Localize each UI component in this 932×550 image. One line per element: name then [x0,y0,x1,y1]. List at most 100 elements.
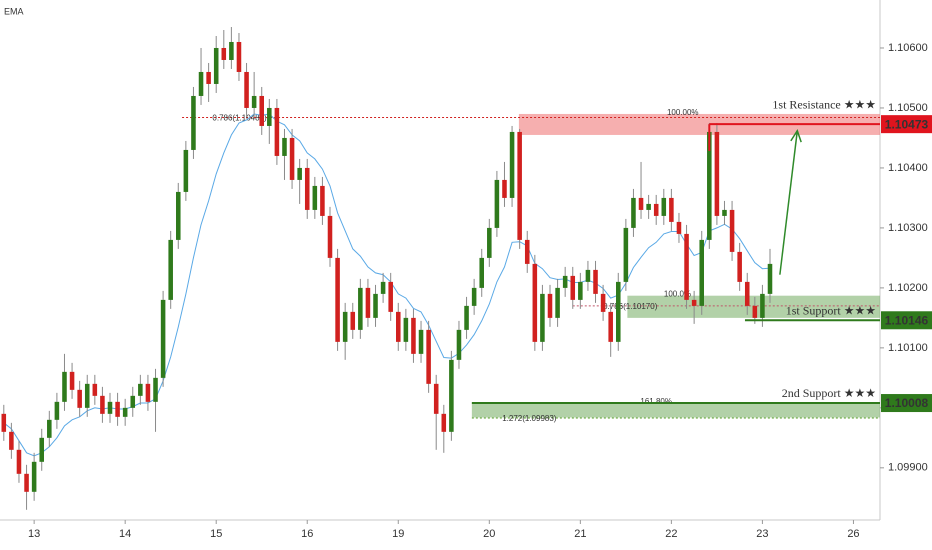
candle-body [183,149,189,192]
candle-body [752,305,758,318]
candle-body [365,287,371,318]
candle-body [100,395,105,414]
y-tick-label: 1.10600 [888,42,928,54]
candle-body [494,179,500,228]
candle-body [267,107,272,126]
candle-body [714,131,720,216]
candle-body [433,383,439,414]
x-tick-label: 22 [665,528,677,540]
candle-body [320,185,325,216]
y-tick-label: 1.10500 [888,102,928,114]
candle-body [122,407,128,417]
zone [518,113,880,135]
zone-label: 1st Support ★★★ [786,304,876,318]
candle-body [168,239,173,300]
zone [471,402,880,418]
candle-body [471,287,477,306]
candle-body [707,131,712,240]
candle-body [244,71,249,108]
candle-body [84,383,90,408]
candle-body [221,47,227,60]
candle-body [380,281,386,294]
candle-body [388,281,393,312]
x-tick-label: 13 [28,528,40,540]
candle-body [130,395,136,408]
candle-body [737,251,742,282]
candle-body [403,317,409,342]
candle-body [297,167,302,180]
candle-body [191,95,196,150]
candle-body [540,293,545,342]
x-tick-label: 20 [483,528,495,540]
candle-body [160,299,166,378]
price-tag-label: 1.10008 [885,396,929,410]
fib-label: 0.786(1.10170) [603,302,658,311]
candle-body [9,431,14,450]
candle-body [646,203,651,210]
candle-body [562,275,568,288]
candle-body [616,281,621,342]
candle-body [600,293,606,312]
candle-body [274,107,280,156]
candle-body [547,293,553,318]
candle-body [661,197,667,216]
candle-body [145,383,151,402]
price-tag [881,394,932,413]
candle-body [699,239,704,306]
candle-body [464,305,469,330]
candle-body [153,377,158,402]
arrow-head [790,129,802,143]
candle-body [760,293,765,318]
candle-body [729,209,735,252]
price-tag [881,115,932,134]
candle-body [24,473,29,492]
candle-body [669,197,674,222]
candle-body [684,233,689,300]
price-tag [881,311,932,330]
candle-body [39,437,44,462]
candle-body [456,329,462,360]
candle-body [479,257,484,288]
candle-body [327,215,333,258]
candle-body [524,239,530,264]
candle-body [213,47,219,84]
candle-body [532,263,538,342]
candle-body [229,41,234,60]
candle-body [722,209,727,216]
candle-body [585,269,591,282]
candle-body [198,71,204,96]
candle-body [631,197,636,228]
candle-body [767,263,773,294]
candle-body [92,383,98,396]
candle-body [304,167,310,210]
x-tick-label: 26 [847,528,859,540]
candle-body [115,401,120,417]
candle-body [259,95,264,126]
candle-body [691,299,697,306]
candle-body [653,203,659,216]
candle-body [396,311,401,342]
candle-body [418,329,424,354]
x-tick-label: 16 [301,528,313,540]
zone-label: 2nd Support ★★★ [782,386,876,400]
candle-body [517,131,522,240]
price-tag-label: 1.10146 [885,313,929,327]
candle-body [555,287,560,318]
x-tick-label: 14 [119,528,131,540]
y-tick-label: 1.09900 [888,462,928,474]
candle-body [289,137,295,180]
candle-body [623,227,629,282]
indicator-label: EMA [4,6,24,16]
candle-body [426,329,431,384]
candle-body [676,221,682,234]
fib-percent: 100.00% [667,108,699,117]
price-tag-label: 1.10473 [885,117,929,131]
candle-body [62,371,67,402]
fib-percent: 161.80% [640,397,672,406]
candle-body [282,137,287,156]
y-tick-label: 1.10400 [888,162,928,174]
candle-body [449,359,454,432]
candle-body [54,401,60,420]
fib-label: 0.786(1.10484) [212,114,267,123]
